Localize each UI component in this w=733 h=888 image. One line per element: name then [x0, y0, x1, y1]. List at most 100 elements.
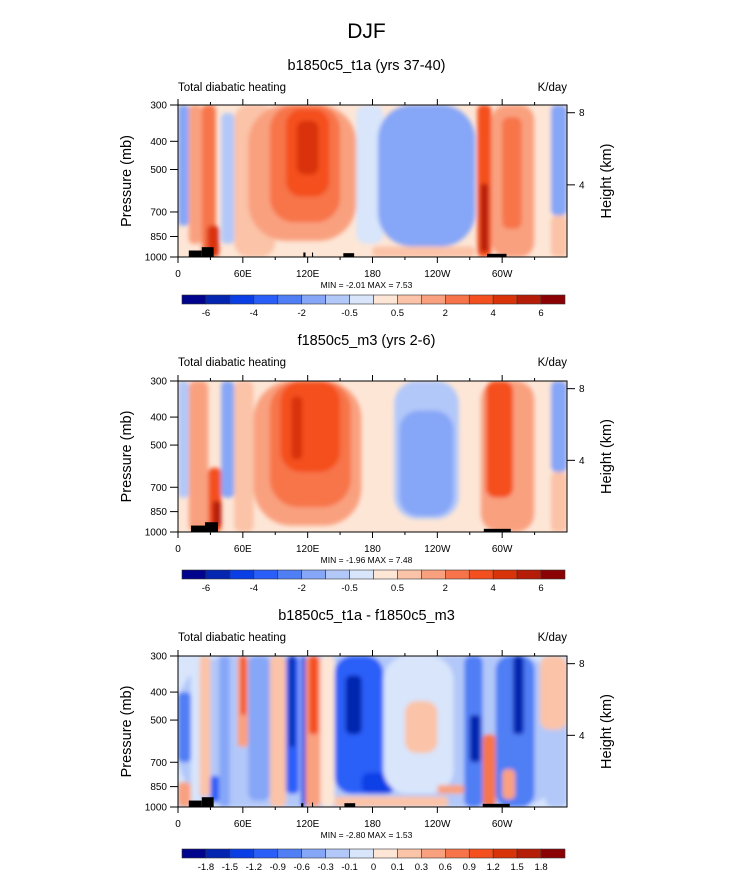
contour-region [550, 105, 567, 216]
left-string: Total diabatic heating [178, 82, 287, 94]
colorbar-box [229, 848, 255, 859]
contour-region [234, 381, 254, 532]
x-tick-label: 60W [492, 544, 513, 555]
topography-mask [311, 252, 314, 257]
colorbar-box [492, 848, 518, 859]
y-tick-label: 850 [150, 232, 167, 243]
contour-region [210, 775, 220, 802]
colorbar-label: -6 [202, 583, 210, 594]
topography-mask [190, 525, 206, 532]
x-tick-label: 60W [492, 269, 513, 280]
colorbar-box [468, 848, 494, 859]
topography-mask [201, 797, 214, 807]
x-tick-label: 60E [234, 544, 252, 555]
contour-region [296, 120, 319, 175]
contour-region [289, 656, 295, 748]
x-tick-label: 180 [364, 269, 381, 280]
colorbar-label: 4 [491, 308, 496, 319]
contour-region [240, 656, 247, 715]
y-tick-label: 300 [150, 652, 167, 663]
y-tick-label: 500 [150, 441, 167, 452]
y-tick-label: 500 [150, 165, 167, 176]
contour-region [178, 105, 189, 226]
y-tick-label: 500 [150, 716, 167, 727]
height-tick-label: 4 [579, 180, 585, 191]
contour-region [361, 381, 395, 532]
contour-region [372, 246, 476, 257]
topography-mask [344, 803, 356, 807]
contour-region [178, 381, 189, 498]
topography-mask [301, 803, 304, 807]
colorbar-label: -4 [250, 583, 258, 594]
colorbar-label: -1.5 [222, 862, 238, 873]
x-tick-label: 120W [424, 544, 451, 555]
y-tick-label: 700 [150, 207, 167, 218]
contour-region [458, 381, 481, 532]
min-max-stats: MIN = -2.80 MAX = 1.53 [320, 830, 413, 840]
colorbar-box [349, 848, 374, 859]
panel-title: f1850c5_m3 (yrs 2-6) [297, 333, 436, 349]
y-tick-label: 850 [150, 507, 167, 518]
y-axis-label: Pressure (mb) [119, 686, 135, 778]
x-tick-label: 120E [296, 544, 320, 555]
units-string: K/day [537, 632, 567, 644]
colorbar-label: -0.9 [270, 862, 286, 873]
y-tick-label: 400 [150, 413, 167, 424]
colorbar-label: -0.6 [294, 862, 310, 873]
topography-mask [311, 802, 314, 807]
y-tick-label: 1000 [145, 253, 168, 264]
colorbar-label: 1.5 [511, 862, 524, 873]
contour-region [308, 656, 319, 735]
colorbar-label: -0.5 [341, 308, 357, 319]
contour-region [188, 105, 202, 244]
colorbar-label: 0.3 [415, 862, 428, 873]
contour-region [212, 500, 222, 527]
contour-region [291, 396, 303, 460]
colorbar-label: -4 [250, 308, 258, 319]
right-axis-label: Height (km) [599, 419, 615, 494]
contour-region [502, 117, 522, 229]
topography-mask [303, 252, 306, 257]
colorbar-label: -1.8 [198, 862, 214, 873]
y-tick-label: 400 [150, 688, 167, 699]
contour-region [221, 113, 235, 244]
colorbar-label: 0.1 [391, 862, 404, 873]
x-tick-label: 60E [234, 819, 252, 830]
colorbar-box [373, 848, 398, 859]
colorbar-label: 0 [371, 862, 376, 873]
contour-region [178, 692, 191, 763]
x-tick-label: 120W [424, 819, 451, 830]
contour-region [248, 656, 270, 801]
contour-region [199, 656, 211, 797]
colorbar-label: -0.3 [317, 862, 333, 873]
topography-mask [343, 253, 355, 257]
colorbar-box [277, 848, 302, 859]
colorbar-label: 2 [443, 308, 448, 319]
height-tick-label: 4 [579, 731, 585, 742]
units-string: K/day [537, 357, 567, 369]
colorbar-label: 1.2 [487, 862, 500, 873]
contour-region [469, 714, 481, 763]
y-tick-label: 700 [150, 758, 167, 769]
colorbar-box [540, 294, 566, 305]
topography-mask [483, 528, 511, 532]
contour-region [502, 769, 516, 800]
topography-mask [188, 800, 202, 807]
x-tick-label: 0 [175, 269, 181, 280]
colorbar-box [205, 848, 231, 859]
colorbar-label: 0.6 [439, 862, 452, 873]
height-tick-label: 8 [579, 108, 585, 119]
contour-region [539, 656, 567, 730]
x-tick-label: 120E [296, 269, 320, 280]
contour-region [482, 734, 496, 807]
contour-region [188, 381, 209, 532]
contour-region [201, 105, 216, 257]
colorbar-box [516, 848, 542, 859]
colorbar-box [397, 848, 422, 859]
colorbar-box [181, 848, 207, 859]
contour-region [545, 729, 567, 807]
colorbar-label: -6 [202, 308, 210, 319]
contour-region [190, 656, 200, 807]
contour-region [377, 105, 476, 247]
x-tick-label: 0 [175, 544, 181, 555]
